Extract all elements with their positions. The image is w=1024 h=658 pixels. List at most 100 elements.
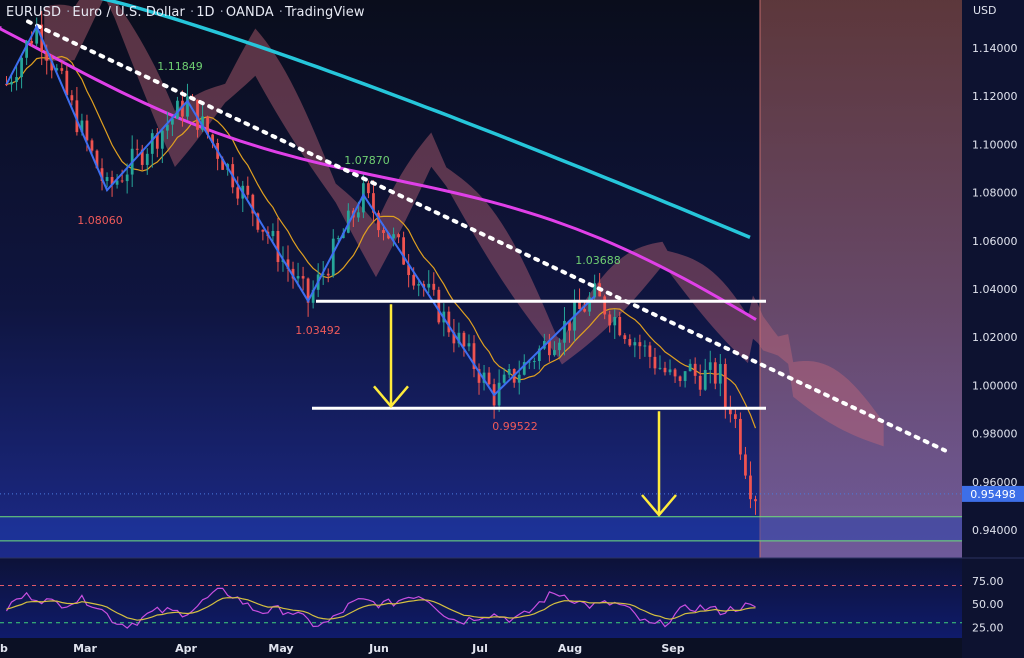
bearish-candle[interactable] bbox=[100, 158, 104, 191]
bearish-candle[interactable] bbox=[698, 364, 702, 396]
bullish-candle[interactable] bbox=[467, 334, 471, 352]
bullish-candle[interactable] bbox=[683, 371, 687, 388]
bearish-candle[interactable] bbox=[326, 268, 330, 283]
bearish-candle[interactable] bbox=[236, 176, 240, 206]
bullish-candle[interactable] bbox=[145, 148, 149, 175]
bullish-candle[interactable] bbox=[115, 174, 119, 189]
bullish-candle[interactable] bbox=[718, 354, 722, 397]
bearish-candle[interactable] bbox=[744, 446, 747, 480]
bullish-candle[interactable] bbox=[633, 337, 637, 358]
bullish-candle[interactable] bbox=[588, 292, 591, 316]
downtrend-line[interactable] bbox=[26, 19, 947, 453]
bullish-candle[interactable] bbox=[427, 270, 431, 294]
bearish-candle[interactable] bbox=[372, 180, 375, 222]
bearish-candle[interactable] bbox=[653, 347, 657, 375]
bearish-candle[interactable] bbox=[487, 367, 491, 386]
bullish-candle[interactable] bbox=[171, 116, 174, 137]
symbol-label[interactable]: EURUSD bbox=[6, 5, 62, 20]
bearish-candle[interactable] bbox=[75, 86, 79, 136]
bearish-candle[interactable] bbox=[623, 333, 627, 344]
bearish-candle[interactable] bbox=[432, 272, 436, 296]
bearish-candle[interactable] bbox=[30, 31, 34, 46]
bearish-candle[interactable] bbox=[477, 363, 481, 395]
bearish-candle[interactable] bbox=[261, 229, 265, 241]
bearish-candle[interactable] bbox=[155, 127, 159, 158]
bearish-candle[interactable] bbox=[60, 61, 64, 75]
bullish-candle[interactable] bbox=[457, 322, 461, 348]
bearish-candle[interactable] bbox=[673, 367, 677, 383]
bearish-candle[interactable] bbox=[246, 176, 250, 199]
interval-label[interactable]: 1D bbox=[196, 5, 215, 20]
bullish-candle[interactable] bbox=[563, 307, 566, 356]
bullish-candle[interactable] bbox=[10, 75, 13, 92]
bearish-candle[interactable] bbox=[548, 333, 551, 362]
bearish-candle[interactable] bbox=[568, 320, 571, 343]
bearish-candle[interactable] bbox=[135, 139, 139, 158]
bullish-candle[interactable] bbox=[271, 223, 275, 243]
bullish-candle[interactable] bbox=[35, 17, 39, 47]
bearish-candle[interactable] bbox=[578, 288, 581, 310]
bearish-candle[interactable] bbox=[90, 138, 94, 154]
bearish-candle[interactable] bbox=[70, 90, 74, 106]
bearish-candle[interactable] bbox=[306, 277, 310, 317]
bearish-candle[interactable] bbox=[754, 495, 757, 515]
last-price-tag[interactable] bbox=[962, 485, 1024, 502]
bullish-candle[interactable] bbox=[558, 338, 561, 357]
bullish-candle[interactable] bbox=[703, 358, 707, 391]
bullish-candle[interactable] bbox=[517, 360, 521, 395]
bullish-candle[interactable] bbox=[20, 53, 23, 89]
bullish-candle[interactable] bbox=[643, 340, 647, 357]
bearish-candle[interactable] bbox=[713, 357, 717, 390]
bearish-candle[interactable] bbox=[65, 66, 69, 98]
bearish-candle[interactable] bbox=[739, 412, 742, 460]
bullish-candle[interactable] bbox=[688, 359, 692, 372]
bullish-candle[interactable] bbox=[311, 280, 315, 309]
bearish-candle[interactable] bbox=[628, 334, 632, 347]
bearish-candle[interactable] bbox=[437, 286, 441, 325]
bullish-candle[interactable] bbox=[160, 129, 164, 164]
bearish-candle[interactable] bbox=[452, 318, 456, 353]
bearish-candle[interactable] bbox=[377, 210, 380, 238]
bearish-candle[interactable] bbox=[462, 330, 466, 357]
bearish-candle[interactable] bbox=[678, 375, 682, 387]
bearish-candle[interactable] bbox=[733, 409, 737, 429]
bearish-candle[interactable] bbox=[50, 54, 54, 79]
bullish-candle[interactable] bbox=[150, 129, 154, 168]
bearish-candle[interactable] bbox=[618, 311, 622, 337]
bearish-candle[interactable] bbox=[301, 266, 305, 291]
bullish-candle[interactable] bbox=[502, 368, 506, 385]
bearish-candle[interactable] bbox=[286, 245, 290, 282]
bullish-candle[interactable] bbox=[482, 364, 486, 391]
bearish-candle[interactable] bbox=[181, 90, 184, 127]
bullish-candle[interactable] bbox=[392, 227, 395, 247]
bullish-candle[interactable] bbox=[165, 111, 169, 140]
bearish-candle[interactable] bbox=[638, 334, 642, 360]
bullish-candle[interactable] bbox=[532, 357, 536, 370]
bullish-candle[interactable] bbox=[593, 274, 597, 300]
bearish-candle[interactable] bbox=[603, 294, 607, 320]
bearish-candle[interactable] bbox=[402, 231, 406, 266]
bearish-candle[interactable] bbox=[648, 341, 652, 369]
bullish-candle[interactable] bbox=[507, 364, 511, 379]
bullish-candle[interactable] bbox=[336, 235, 340, 242]
bearish-candle[interactable] bbox=[693, 357, 697, 384]
bearish-candle[interactable] bbox=[5, 76, 8, 87]
bullish-candle[interactable] bbox=[346, 203, 350, 234]
bearish-candle[interactable] bbox=[120, 169, 124, 183]
bullish-candle[interactable] bbox=[553, 341, 556, 357]
bullish-candle[interactable] bbox=[708, 350, 712, 384]
bullish-candle[interactable] bbox=[613, 309, 617, 339]
bearish-candle[interactable] bbox=[472, 335, 476, 378]
bearish-candle[interactable] bbox=[140, 144, 144, 171]
bearish-candle[interactable] bbox=[608, 310, 612, 333]
bullish-candle[interactable] bbox=[105, 172, 109, 188]
bearish-candle[interactable] bbox=[407, 254, 411, 288]
bearish-candle[interactable] bbox=[276, 217, 280, 272]
bullish-candle[interactable] bbox=[417, 280, 421, 297]
bearish-candle[interactable] bbox=[749, 461, 752, 509]
bullish-candle[interactable] bbox=[668, 359, 672, 376]
bearish-candle[interactable] bbox=[397, 232, 400, 244]
bearish-candle[interactable] bbox=[447, 306, 451, 337]
bearish-candle[interactable] bbox=[367, 180, 370, 199]
